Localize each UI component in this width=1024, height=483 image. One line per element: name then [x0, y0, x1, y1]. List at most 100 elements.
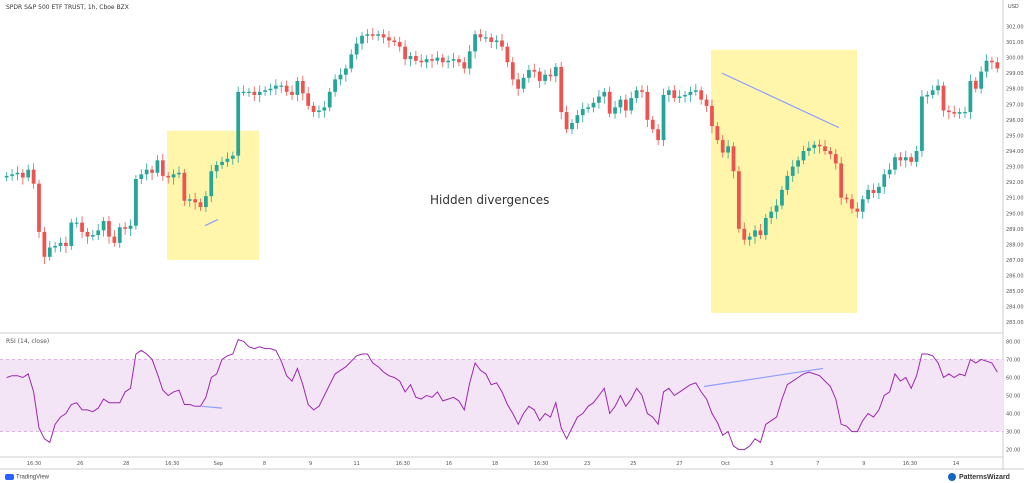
- rsi-tick-label: 80.00: [1006, 339, 1020, 345]
- price-tick-label: 288.00: [1006, 242, 1024, 248]
- candle-body: [370, 34, 375, 36]
- candle-body: [925, 94, 930, 97]
- candle-body: [236, 91, 241, 156]
- candle-body: [823, 146, 827, 151]
- candle-body: [774, 205, 779, 212]
- candle-body: [306, 93, 311, 106]
- candle-body: [704, 99, 709, 106]
- candle-body: [553, 66, 558, 77]
- candle-body: [69, 222, 74, 246]
- currency-label: USD: [1008, 4, 1019, 10]
- candle-body: [979, 71, 984, 89]
- candle-body: [661, 94, 666, 141]
- patternswizard-label: PatternsWizard: [959, 473, 1010, 481]
- rsi-band: [0, 359, 1003, 432]
- patternswizard-logo[interactable]: PatternsWizard: [948, 473, 1010, 481]
- candle-body: [225, 158, 230, 162]
- candle-body: [903, 157, 908, 161]
- candle-body: [887, 169, 892, 175]
- candle-body: [688, 91, 693, 95]
- candle-body: [290, 91, 294, 95]
- time-tick-label: 16: [446, 461, 452, 467]
- candle-body: [790, 166, 795, 176]
- divergence-line-rsi-2: [703, 367, 824, 388]
- candle-body: [424, 59, 429, 63]
- candle-body: [128, 225, 133, 229]
- candle-body: [177, 172, 181, 175]
- candle-body: [187, 199, 192, 201]
- price-tick-label: 296.00: [1006, 118, 1024, 124]
- candle-body: [737, 171, 741, 229]
- candle-body: [112, 236, 117, 243]
- time-tick-label: 7: [816, 461, 819, 467]
- candle-body: [257, 91, 262, 95]
- candle-body: [300, 80, 305, 94]
- time-tick-label: 16:30: [534, 461, 548, 467]
- candle-body: [532, 70, 537, 72]
- time-tick-label: 9: [309, 461, 312, 467]
- candle-body: [96, 230, 101, 236]
- time-tick-label: 25: [630, 461, 636, 467]
- candle-body: [634, 90, 639, 99]
- candle-body: [731, 146, 736, 172]
- price-tick-label: 283.00: [1006, 320, 1024, 326]
- candle-body: [90, 235, 95, 237]
- candle-body: [47, 247, 52, 257]
- candle-body: [893, 157, 897, 170]
- tradingview-logo[interactable]: TradingView: [5, 474, 49, 481]
- candle-body: [204, 196, 208, 208]
- candle-body: [365, 34, 370, 36]
- time-tick-label: 18: [492, 461, 498, 467]
- candle-body: [548, 74, 553, 77]
- candle-body: [376, 34, 381, 36]
- candle-body: [117, 227, 122, 243]
- candle-body: [273, 85, 278, 89]
- rsi-title: RSI (14, close): [6, 338, 50, 345]
- candle-body: [973, 80, 978, 89]
- candle-body: [618, 99, 623, 108]
- time-tick-label: 26: [77, 461, 83, 467]
- rsi-panel: [0, 338, 1003, 451]
- candle-body: [968, 80, 973, 113]
- candle-body: [898, 157, 903, 161]
- candle-body: [198, 202, 203, 208]
- candle-body: [220, 161, 224, 165]
- candle-body: [144, 169, 149, 175]
- candle-body: [602, 91, 607, 97]
- candle-body: [672, 90, 677, 99]
- candle-body: [656, 129, 661, 141]
- time-tick-label: 27: [676, 461, 682, 467]
- candle-body: [446, 60, 451, 63]
- candle-body: [284, 85, 289, 92]
- candle-body: [53, 245, 58, 248]
- divergence-lines: [201, 72, 840, 409]
- candle-body: [667, 90, 671, 95]
- candle-body: [607, 91, 612, 114]
- candle-body: [107, 221, 111, 237]
- candle-body: [387, 37, 391, 41]
- candle-body: [397, 42, 402, 47]
- candle-body: [457, 59, 461, 63]
- time-tick-label: 16:30: [27, 461, 41, 467]
- time-tick-label: 11: [354, 461, 360, 467]
- price-tick-label: 295.00: [1006, 133, 1024, 139]
- candle-body: [521, 77, 526, 89]
- candle-body: [715, 126, 720, 141]
- time-tick-label: 14: [953, 461, 959, 467]
- candle-body: [597, 96, 601, 103]
- candle-body: [20, 172, 25, 178]
- candle-body: [860, 199, 865, 212]
- candle-body: [505, 46, 510, 63]
- candle-body: [42, 231, 47, 257]
- candle-body: [155, 160, 160, 173]
- candle-body: [295, 80, 300, 95]
- price-tick-label: 300.00: [1006, 56, 1024, 62]
- candle-body: [440, 57, 445, 63]
- candle-body: [591, 102, 596, 108]
- candle-body: [995, 62, 1000, 69]
- candle-body: [317, 110, 321, 113]
- candle-body: [193, 199, 198, 203]
- candle-body: [85, 231, 90, 237]
- time-tick-label: 16:30: [396, 461, 410, 467]
